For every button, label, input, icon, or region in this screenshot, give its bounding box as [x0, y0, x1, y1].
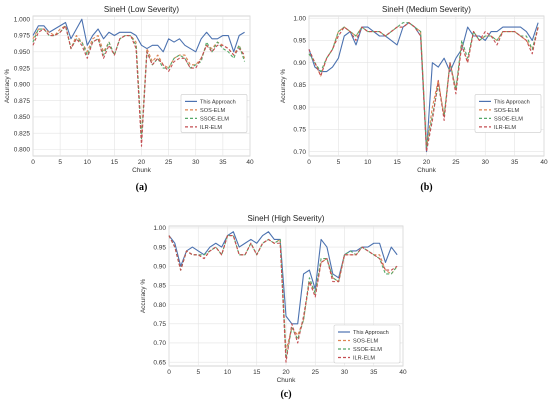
x-tick-label: 0 [167, 369, 171, 376]
x-tick-label: 15 [394, 159, 402, 166]
y-tick-label: 0.65 [153, 359, 166, 366]
legend: This Approach SOS-ELM SSOE-ELM ILR-ELM [474, 94, 542, 133]
legend-box [180, 94, 248, 133]
y-tick-label: 0.900 [14, 82, 31, 89]
legend-entry: This Approach [494, 99, 530, 105]
legend-box [474, 94, 542, 133]
y-tick-label: 0.925 [14, 65, 31, 72]
x-tick-label: 35 [511, 159, 519, 166]
y-tick-label: 0.80 [153, 302, 166, 309]
x-axis-label: Chunk [277, 377, 297, 384]
y-tick-label: 0.800 [14, 147, 31, 154]
series-line-ilr-elm [308, 22, 539, 153]
legend-entry: SSOE-ELM [353, 347, 382, 353]
chart-panel-2: 0.70 0.75 0.80 0.85 0.90 0.95 1.00 0 5 10 15 20 25 30… [280, 5, 548, 193]
x-tick-label: 35 [370, 369, 378, 376]
y-tick-label: 0.850 [14, 114, 31, 121]
x-tick-label: 5 [58, 159, 62, 166]
chart-title: SineH (Medium Severity) [382, 5, 471, 14]
legend-entry: SSOE-ELM [200, 116, 229, 122]
y-tick-label: 0.90 [293, 60, 306, 67]
legend-entry: This Approach [200, 99, 236, 105]
x-tick-label: 25 [312, 369, 320, 376]
x-tick-label: 20 [138, 159, 146, 166]
y-tick-label: 0.875 [14, 98, 31, 105]
y-tick-label: 0.975 [14, 33, 31, 40]
series-line-this-approach [168, 231, 398, 325]
y-tick-label: 0.95 [293, 38, 306, 45]
y-tick-label: 0.70 [153, 340, 166, 347]
series-line-ilr-elm [32, 25, 245, 147]
legend-entry: ILR-ELM [200, 125, 222, 131]
x-tick-label: 40 [399, 369, 407, 376]
x-tick-label: 40 [540, 159, 548, 166]
y-tick-label: 1.00 [293, 15, 306, 22]
x-tick-label: 15 [253, 369, 261, 376]
legend-entry: This Approach [353, 330, 389, 336]
panel-label: (c) [280, 389, 291, 400]
y-tick-label: 0.90 [153, 263, 166, 270]
x-axis-label: Chunk [417, 167, 437, 174]
legend-entry: SOS-ELM [353, 339, 379, 345]
x-tick-label: 35 [219, 159, 227, 166]
x-tick-label: 30 [192, 159, 200, 166]
panel-label: (b) [420, 182, 432, 193]
panel-label: (a) [136, 182, 148, 193]
chart-title: SineH (High Severity) [248, 214, 325, 223]
y-tick-label: 0.75 [293, 127, 306, 134]
chart-panel-1: 0.800 0.825 0.850 0.875 0.900 0.925 0.950 0.975… [4, 5, 254, 193]
x-tick-label: 30 [341, 369, 349, 376]
x-tick-label: 15 [111, 159, 119, 166]
series-line-this-approach [32, 18, 245, 53]
legend-entry: ILR-ELM [353, 356, 375, 362]
y-tick-label: 0.95 [153, 244, 166, 251]
legend-box [333, 324, 401, 364]
y-axis-label: Accuracy % [4, 69, 11, 104]
y-tick-label: 0.70 [293, 149, 306, 156]
legend: This Approach SOS-ELM SSOE-ELM ILR-ELM [333, 324, 401, 364]
x-tick-label: 25 [165, 159, 173, 166]
y-tick-label: 0.80 [293, 104, 306, 111]
x-tick-label: 0 [31, 159, 35, 166]
legend: This Approach SOS-ELM SSOE-ELM ILR-ELM [180, 94, 248, 133]
chart-title: SineH (Low Severity) [104, 5, 179, 14]
legend-entry: SSOE-ELM [494, 116, 523, 122]
legend-entry: ILR-ELM [494, 125, 516, 131]
x-tick-label: 20 [282, 369, 290, 376]
y-tick-label: 0.950 [14, 49, 31, 56]
x-tick-label: 0 [307, 159, 311, 166]
x-tick-label: 10 [224, 369, 232, 376]
legend-entry: SOS-ELM [200, 108, 226, 114]
x-tick-label: 10 [84, 159, 92, 166]
x-tick-label: 30 [482, 159, 490, 166]
y-tick-label: 1.000 [14, 16, 31, 23]
x-tick-label: 5 [196, 369, 200, 376]
x-tick-label: 20 [423, 159, 431, 166]
x-tick-label: 10 [364, 159, 372, 166]
y-tick-label: 0.85 [293, 82, 306, 89]
y-axis-label: Accuracy % [140, 279, 147, 314]
x-axis-label: Chunk [132, 167, 152, 174]
legend-entry: SOS-ELM [494, 108, 520, 114]
chart-panel-3: 0.65 0.70 0.75 0.80 0.85 0.90 0.95 1.00 0 5 10 15 20… [140, 214, 407, 400]
series-line-ilr-elm [168, 235, 398, 363]
x-tick-label: 5 [337, 159, 341, 166]
y-tick-label: 0.825 [14, 130, 31, 137]
x-tick-label: 25 [452, 159, 460, 166]
x-tick-label: 40 [246, 159, 254, 166]
y-tick-label: 0.75 [153, 321, 166, 328]
y-tick-label: 0.85 [153, 283, 166, 290]
y-tick-label: 1.00 [153, 225, 166, 232]
y-axis-label: Accuracy % [280, 69, 287, 104]
